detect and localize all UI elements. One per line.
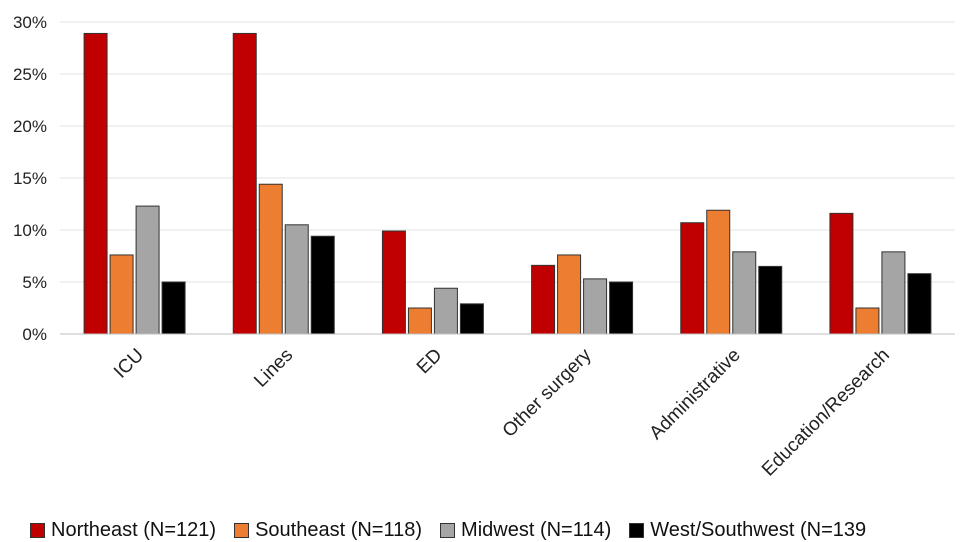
category-labels: ICU Lines ED Other surgery Administrative Edu… xyxy=(110,344,894,480)
bar xyxy=(284,224,309,335)
legend-item: Southeast (N=118) xyxy=(234,519,422,542)
bar xyxy=(83,32,108,335)
bar xyxy=(732,251,757,335)
y-tick-label: 20% xyxy=(13,117,47,136)
legend-label: West/Southwest (N=139 xyxy=(650,518,867,541)
bar xyxy=(531,264,556,335)
bar xyxy=(609,281,634,335)
bar xyxy=(433,287,458,335)
legend-label: Southeast (N=118) xyxy=(255,518,423,541)
bar xyxy=(583,278,608,335)
legend-swatch xyxy=(30,522,45,538)
bar xyxy=(407,307,432,335)
bar xyxy=(381,230,406,335)
legend-item: Midwest (N=114) xyxy=(440,519,611,542)
x-category-label: Administrative xyxy=(646,345,745,444)
y-tick-label: 5% xyxy=(22,273,47,292)
legend-swatch xyxy=(440,522,456,538)
legend: Northeast (N=121) Southeast (N=118) Midwes… xyxy=(30,519,884,541)
y-tick-label: 15% xyxy=(13,169,47,188)
x-category-label: Lines xyxy=(250,345,297,392)
bar xyxy=(557,254,582,335)
bar xyxy=(758,265,783,335)
bar xyxy=(907,273,932,335)
x-category-label: ED xyxy=(413,345,447,379)
y-tick-label: 10% xyxy=(13,221,47,240)
legend-item: West/Southwest (N=139 xyxy=(629,519,866,542)
legend-swatch xyxy=(629,522,645,538)
y-tick-label: 0% xyxy=(22,325,47,344)
bar xyxy=(706,209,731,335)
bar xyxy=(881,251,906,335)
y-tick-label: 25% xyxy=(13,65,47,84)
legend-item: Northeast (N=121) xyxy=(30,519,216,542)
bar xyxy=(459,303,484,335)
bar xyxy=(161,281,186,335)
bar xyxy=(109,254,134,335)
bar-chart: 0% 5% 10% 15% 20% 25% 30% ICU Lines ED Other surg… xyxy=(13,13,955,481)
gridlines xyxy=(60,21,955,283)
bar xyxy=(258,183,283,335)
bar xyxy=(829,212,854,335)
y-axis-tick-labels: 0% 5% 10% 15% 20% 25% 30% xyxy=(13,13,47,344)
x-category-label: ICU xyxy=(110,345,148,383)
y-tick-label: 30% xyxy=(13,13,47,32)
x-category-label: Other surgery xyxy=(499,344,596,441)
x-category-label: Education/Research xyxy=(758,345,894,481)
legend-swatch xyxy=(234,522,250,538)
bar xyxy=(855,307,880,335)
bar xyxy=(135,205,160,335)
bar xyxy=(232,32,257,335)
legend-label: Midwest (N=114) xyxy=(461,518,612,541)
bars xyxy=(83,32,932,335)
bar xyxy=(680,222,705,335)
legend-label: Northeast (N=121) xyxy=(51,518,217,541)
bar xyxy=(310,235,335,335)
